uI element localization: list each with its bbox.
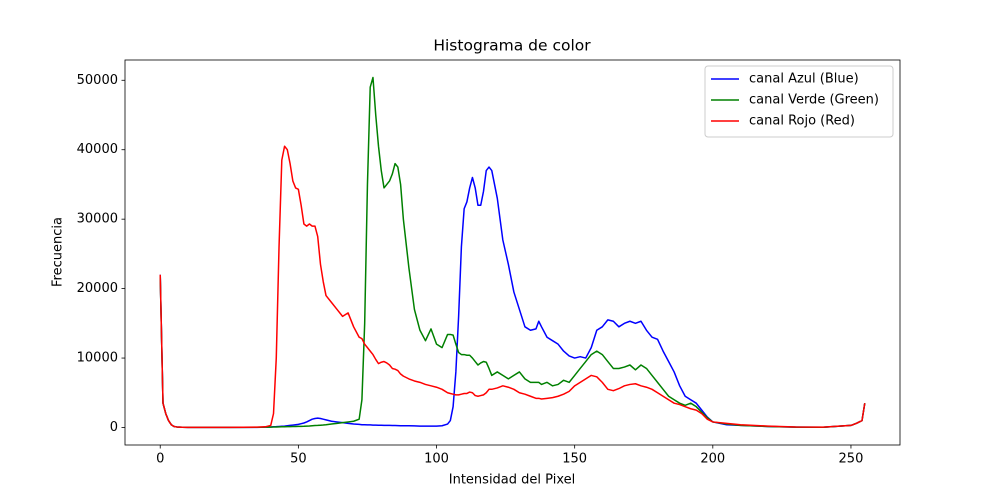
- x-axis-label: Intensidad del Pixel: [449, 473, 575, 488]
- series-line: [159, 76, 866, 429]
- y-tick-label: 40000: [77, 142, 118, 157]
- x-tick-label: 50: [290, 452, 307, 467]
- x-tick-label: 150: [562, 452, 587, 467]
- y-tick-label: 50000: [77, 73, 118, 88]
- y-axis-label: Frecuencia: [51, 217, 66, 287]
- series-line: [159, 145, 866, 429]
- axes-frame: [124, 59, 901, 446]
- x-tick-label: 250: [839, 452, 864, 467]
- x-tick-label: 100: [424, 452, 449, 467]
- legend: canal Azul (Blue) canal Verde (Green) cana…: [704, 65, 894, 138]
- y-tick-label: 30000: [77, 212, 118, 227]
- y-tick-label: 0: [110, 420, 118, 435]
- legend-label: canal Verde (Green): [749, 93, 879, 108]
- plot-area: [159, 76, 866, 429]
- series-line: [159, 166, 866, 429]
- y-tick-label: 20000: [77, 281, 118, 296]
- legend-label: canal Rojo (Red): [749, 114, 855, 129]
- legend-box: [704, 65, 894, 138]
- chart-title: Histograma de color: [433, 37, 591, 55]
- x-tick-label: 0: [156, 452, 164, 467]
- legend-label: canal Azul (Blue): [749, 72, 859, 87]
- y-tick-label: 10000: [77, 351, 118, 366]
- x-tick-label: 200: [700, 452, 725, 467]
